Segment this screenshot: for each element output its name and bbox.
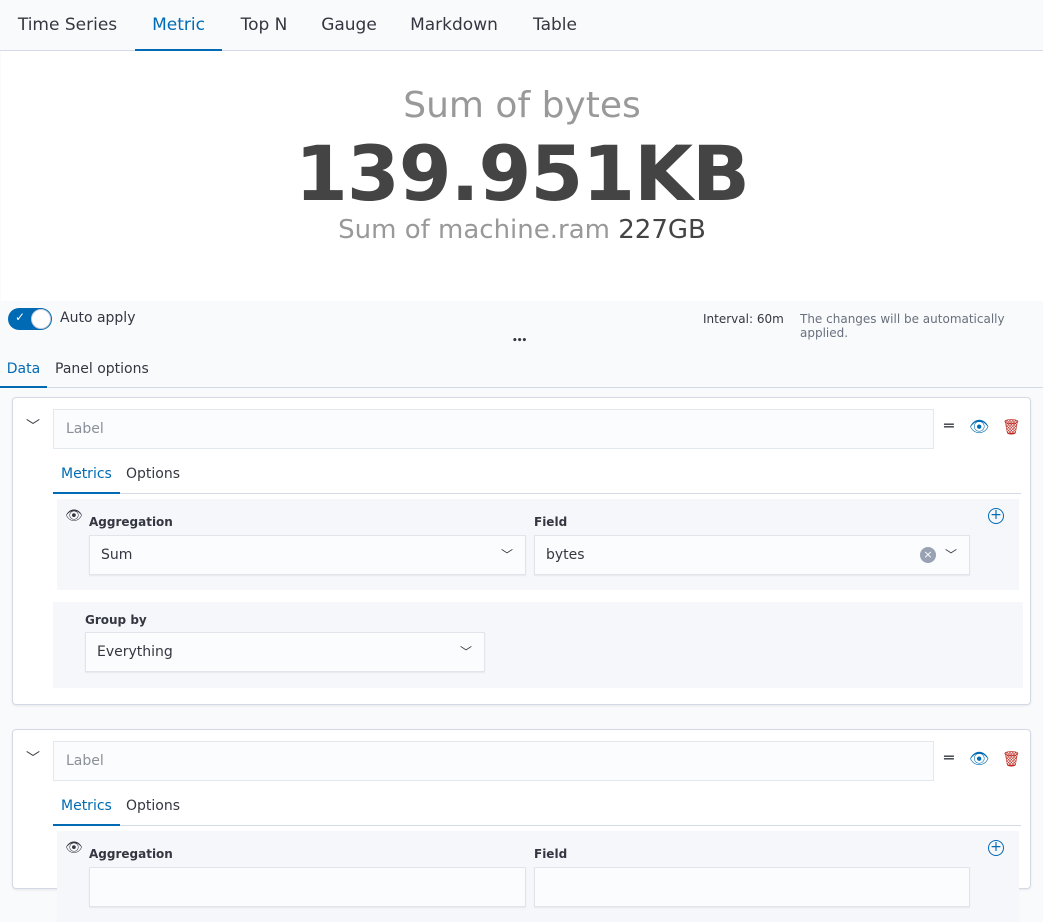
chevron-down-icon: ﹀ [944,548,957,562]
series-label-input[interactable]: Label [53,741,934,781]
series-panel: ﹀ Label ═ 👁︎ 🗑︎ Metrics Options 👁︎ Aggre… [12,729,1031,922]
chevron-down-icon: ﹀ [459,645,472,659]
tab-metric[interactable]: Metric [135,0,222,51]
aggregation-select[interactable]: Sum ﹀ [89,535,526,575]
tab-time-series[interactable]: Time Series [17,15,118,35]
tab-metrics[interactable]: Metrics [53,455,120,494]
group-by-select[interactable]: Everything ﹀ [85,632,485,672]
eye-icon[interactable]: 👁︎ [65,508,83,524]
metric-value: 139.951KB [295,129,750,218]
drag-handle-icon[interactable]: ═ [944,748,954,767]
auto-apply-label: Auto apply [60,310,136,326]
aggregation-label: Aggregation [89,847,173,861]
tab-table[interactable]: Table [533,15,577,35]
series-subtabs: Metrics Options [53,787,1021,826]
collapse-chevron-icon[interactable]: ﹀ [26,419,40,435]
metric-visualization: Sum of bytes 139.951KB Sum of machine.ra… [1,51,1043,301]
interval-text: Interval: 60m [703,312,784,326]
tab-data[interactable]: Data [0,350,47,388]
tab-markdown[interactable]: Markdown [410,15,498,35]
clear-icon[interactable]: × [920,547,936,563]
group-by-label: Group by [85,613,147,627]
tab-options[interactable]: Options [126,798,181,814]
tab-gauge[interactable]: Gauge [321,15,377,35]
metric-title: Sum of bytes [403,85,641,126]
editor-tabs: Data Panel options [0,350,1043,388]
tab-options[interactable]: Options [126,466,181,482]
resize-handle[interactable]: ••• [512,336,527,346]
metric-row: 👁︎ Aggregation Sum ﹀ Field bytes × ﹀ + [57,499,1019,590]
aggregation-label: Aggregation [89,515,173,529]
series-label-input[interactable]: Label [53,409,934,449]
trash-icon[interactable]: 🗑︎ [1002,750,1022,768]
drag-handle-icon[interactable]: ═ [944,416,954,435]
visualization-type-tabs: Time Series Metric Top N Gauge Markdown … [0,0,1043,51]
eye-icon[interactable]: 👁︎ [65,840,83,856]
auto-apply-status: The changes will be automatically applie… [800,312,1005,340]
field-select[interactable] [534,867,970,907]
check-icon: ✓ [15,310,26,324]
series-subtabs: Metrics Options [53,455,1021,494]
add-metric-icon[interactable]: + [988,508,1004,524]
aggregation-value: Sum [101,547,133,563]
add-metric-icon[interactable]: + [988,840,1004,856]
secondary-metric-label: Sum of machine.ram [338,215,610,245]
field-label: Field [534,515,568,529]
tab-metrics[interactable]: Metrics [53,787,120,826]
field-value: bytes [546,547,585,563]
metric-row: 👁︎ Aggregation Field + [57,831,1019,922]
chevron-down-icon: ﹀ [500,548,513,562]
eye-icon[interactable]: 👁︎ [969,417,990,436]
field-select[interactable]: bytes × ﹀ [534,535,970,575]
tab-top-n[interactable]: Top N [240,15,288,35]
group-by-section: Group by Everything ﹀ [53,602,1023,688]
field-label: Field [534,847,568,861]
eye-icon[interactable]: 👁︎ [969,749,990,768]
secondary-metric: Sum of machine.ram 227GB [1,215,1043,245]
aggregation-select[interactable] [89,867,526,907]
group-by-value: Everything [97,644,173,660]
collapse-chevron-icon[interactable]: ﹀ [26,751,40,767]
secondary-metric-value: 227GB [618,215,706,245]
tab-panel-options[interactable]: Panel options [55,361,149,377]
auto-apply-toggle[interactable]: ✓ [8,308,52,330]
trash-icon[interactable]: 🗑︎ [1002,418,1022,436]
series-panel: ﹀ Label ═ 👁︎ 🗑︎ Metrics Options 👁︎ Aggre… [12,397,1031,705]
